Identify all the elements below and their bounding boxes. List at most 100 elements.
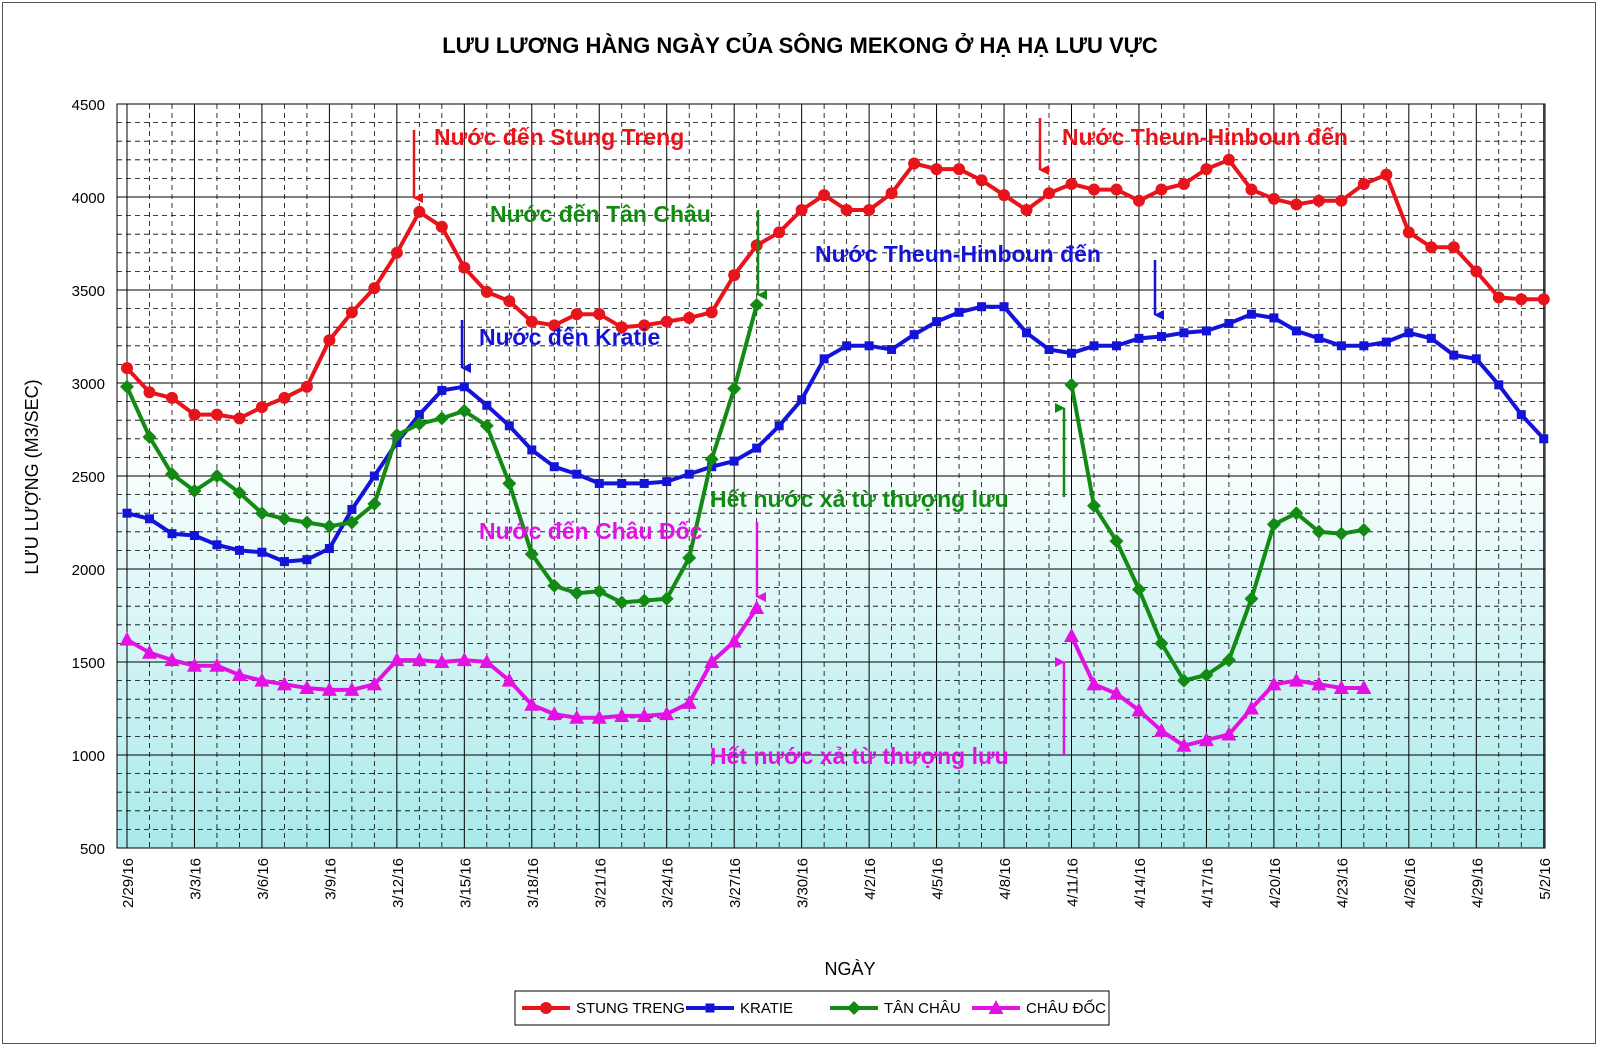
series-kratie [122,302,1549,567]
point-stung-treng [233,412,246,425]
series-line-kratie [126,304,1546,564]
point-ch-u-c [1311,676,1327,691]
point-stung-treng [750,239,763,252]
y-tick-label: 3000 [72,376,105,393]
x-tick-label: 4/14/16 [1132,858,1149,908]
point-stung-treng [143,386,156,399]
point-ch-u-c [614,707,630,722]
x-tick-label: 3/6/16 [255,858,272,900]
point-stung-treng [773,226,786,239]
x-tick-label: 3/30/16 [795,858,812,908]
point-ch-u-c [1266,676,1282,691]
x-tick-label: 4/8/16 [997,858,1014,900]
point-ch-u-c [366,676,382,691]
point-kratie [527,445,537,455]
point-kratie [662,477,672,487]
point-t-n-ch-u [637,593,652,608]
point-kratie [549,462,559,472]
point-kratie [729,456,739,466]
point-kratie [594,478,604,488]
point-kratie [617,478,627,488]
point-kratie [1471,354,1481,364]
point-stung-treng [1020,204,1033,217]
point-kratie [1111,341,1121,351]
point-stung-treng [1515,293,1528,306]
point-kratie [887,345,897,355]
legend-swatch-marker [847,1001,861,1015]
point-ch-u-c [501,672,517,687]
point-t-n-ch-u [1131,582,1146,597]
point-t-n-ch-u [434,411,449,426]
point-t-n-ch-u [614,595,629,610]
point-kratie [234,545,244,555]
point-stung-treng [953,163,966,176]
point-kratie [1134,333,1144,343]
point-stung-treng [1222,153,1235,166]
point-stung-treng [908,157,921,170]
point-t-n-ch-u [187,483,202,498]
point-stung-treng [638,319,651,332]
point-stung-treng [615,321,628,334]
point-stung-treng [728,269,741,282]
point-kratie [1381,337,1391,347]
point-ch-u-c [1221,726,1237,741]
point-stung-treng [368,282,381,295]
point-stung-treng [1087,183,1100,196]
point-ch-u-c [344,681,360,696]
annotations: Nước đến Stung Treng Nước Theun-Hinboun đ… [412,118,1348,769]
point-t-n-ch-u [1199,668,1214,683]
x-tick-label: 4/17/16 [1199,858,1216,908]
point-ch-u-c [524,696,540,711]
point-kratie [189,531,199,541]
point-kratie [1246,309,1256,319]
point-t-n-ch-u [592,584,607,599]
series-ch-u-c [119,600,1372,752]
point-t-n-ch-u [1244,591,1259,606]
point-ch-u-c [276,676,292,691]
point-stung-treng [1357,177,1370,190]
point-ch-u-c [1176,737,1192,752]
point-kratie [684,469,694,479]
point-kratie [1539,434,1549,444]
point-t-n-ch-u [1109,534,1124,549]
point-ch-u-c [1086,676,1102,691]
y-tick-label: 500 [80,841,105,858]
point-kratie [639,478,649,488]
point-ch-u-c [321,681,337,696]
point-kratie [909,330,919,340]
y-tick-label: 2000 [72,562,105,579]
point-ch-u-c [411,652,427,667]
point-ch-u-c [704,654,720,668]
point-ch-u-c [231,667,247,682]
series-t-n-ch-u [120,297,1371,688]
point-kratie [1156,332,1166,341]
point-t-n-ch-u [299,515,314,530]
point-stung-treng [121,362,133,375]
point-kratie [977,302,987,312]
point-stung-treng [1065,177,1078,190]
point-ch-u-c [119,631,135,646]
y-tick-label: 1500 [72,655,105,672]
point-stung-treng [435,220,448,233]
point-stung-treng [165,391,178,404]
legend-label: KRATIE [740,1000,793,1017]
legend-swatch-marker [705,1003,715,1013]
annotation-label: Nước đến Châu Đốc [479,518,703,544]
x-tick-label: 4/26/16 [1402,858,1419,908]
y-tick-label: 4500 [72,97,105,114]
point-ch-u-c [254,672,270,687]
x-tick-label: 3/27/16 [727,858,744,908]
x-axis-ticks: 2/29/16 3/3/16 3/6/16 3/9/16 3/12/16 3/15/16 3… [120,858,1554,908]
point-kratie [482,400,492,410]
annotation-label: Nước Theun-Hinboun đến [1062,124,1348,150]
legend-label: CHÂU ĐỐC [1026,999,1106,1017]
point-stung-treng [1290,198,1303,211]
point-stung-treng [458,261,471,274]
y-axis-ticks: 500 1000 1500 2000 2500 3000 3500 4000 4500 [72,97,105,858]
point-stung-treng [998,189,1011,202]
point-stung-treng [345,306,358,319]
point-t-n-ch-u [569,586,584,601]
point-kratie [1044,345,1054,355]
point-t-n-ch-u [344,515,359,530]
point-ch-u-c [636,707,652,722]
